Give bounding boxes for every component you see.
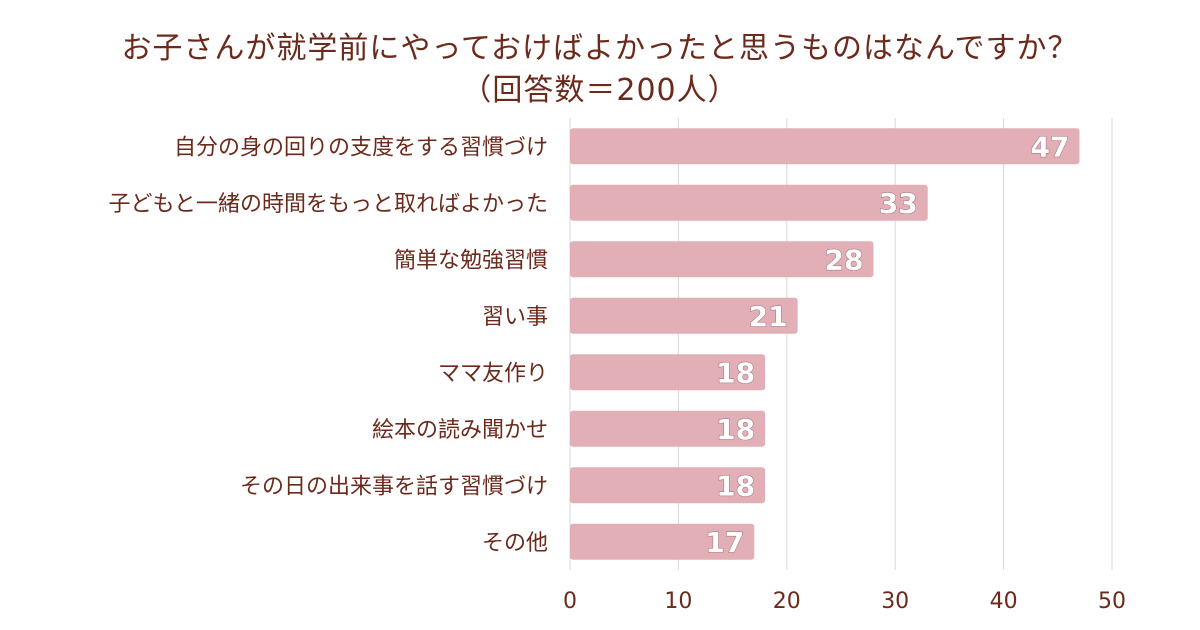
data-label-4: 18 [716,356,755,389]
bar-7 [570,523,755,560]
x-tick-label-30: 30 [881,589,909,614]
chart-subtitle: （回答数＝200人） [461,73,739,108]
bar-0 [570,128,1080,165]
category-label-7: その他 [482,531,548,556]
category-label-1: 子どもと一緒の時間をもっと取ればよかった [108,192,548,217]
data-label-2: 28 [825,243,864,276]
bar-4 [570,354,766,391]
data-label-5: 18 [716,413,755,446]
x-tick-label-50: 50 [1098,589,1126,614]
x-tick-label-20: 20 [773,589,801,614]
category-label-3: 習い事 [482,305,548,330]
category-label-4: ママ友作り [438,361,548,386]
bar-2 [570,241,874,278]
data-label-7: 17 [705,526,744,559]
category-label-5: 絵本の読み聞かせ [372,418,548,443]
bar-1 [570,184,928,221]
data-label-1: 33 [879,187,918,220]
data-label-6: 18 [716,469,755,502]
x-tick-label-40: 40 [990,589,1018,614]
category-label-2: 簡単な勉強習慣 [394,248,548,273]
chart-title: お子さんが就学前にやっておけばよかったと思うものはなんですか？ （回答数＝200… [0,28,1200,112]
category-label-0: 自分の身の回りの支度をする習慣づけ [174,135,548,160]
bar-5 [570,410,766,447]
data-label-3: 21 [749,300,788,333]
bar-3 [570,297,798,334]
chart-title-line1: お子さんが就学前にやっておけばよかったと思うものはなんですか？ [121,31,1079,66]
data-label-0: 47 [1031,130,1070,163]
x-tick-label-0: 0 [563,589,577,614]
category-label-6: その日の出来事を話す習慣づけ [240,474,548,499]
bar-6 [570,467,766,504]
x-tick-label-10: 10 [664,589,692,614]
